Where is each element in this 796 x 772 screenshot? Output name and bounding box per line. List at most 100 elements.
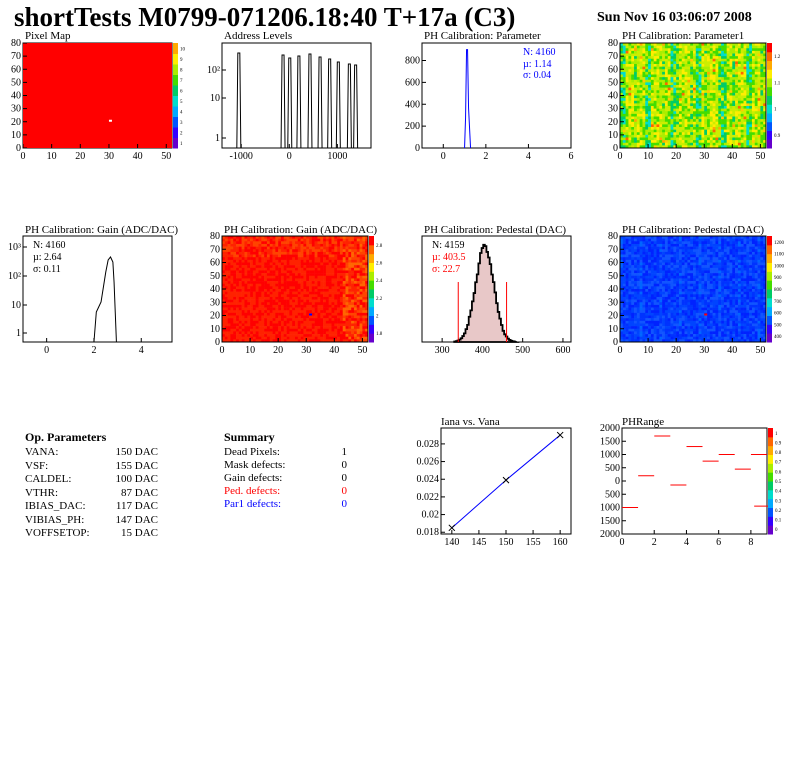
heatmap-cell <box>650 134 654 138</box>
heatmap-cell <box>317 241 321 245</box>
heatmap-cell <box>331 299 335 303</box>
heatmap-cell <box>620 79 624 83</box>
x-tick-label: 10 <box>245 345 255 356</box>
heatmap-cell <box>634 259 638 263</box>
heatmap-cell <box>283 315 287 319</box>
heatmap-cell <box>227 249 231 253</box>
heatmap-cell <box>269 275 273 279</box>
heatmap-cell <box>625 64 629 67</box>
heatmap-cell <box>645 257 649 261</box>
heatmap-cell <box>676 45 680 49</box>
heatmap-cell <box>645 270 649 274</box>
heatmap-cell <box>659 275 663 279</box>
heatmap-cell <box>642 71 646 75</box>
heatmap-cell <box>659 294 663 298</box>
heatmap-cell <box>639 289 643 292</box>
heatmap-cell <box>622 270 626 274</box>
heatmap-cell <box>331 243 335 247</box>
heatmap-cell <box>704 108 708 112</box>
heatmap-cell <box>365 286 369 290</box>
heatmap-cell <box>648 113 652 117</box>
heatmap-cell <box>264 267 268 271</box>
heatmap-cell <box>348 281 352 284</box>
heatmap-cell <box>306 291 310 295</box>
heatmap-cell <box>687 56 691 60</box>
y-tick-label: 0 <box>16 143 21 154</box>
heatmap-cell <box>252 307 256 311</box>
heatmap-cell <box>636 137 640 141</box>
heatmap-cell <box>754 82 758 86</box>
heatmap-cell <box>286 315 290 319</box>
heatmap-cell <box>278 289 282 292</box>
heatmap-cell <box>222 273 226 277</box>
heatmap-cell <box>292 328 296 332</box>
heatmap-cell <box>639 236 643 239</box>
heatmap-cell <box>639 315 643 319</box>
heatmap-cell <box>701 129 705 133</box>
heatmap-cell <box>230 273 234 277</box>
heatmap-cell <box>670 50 674 54</box>
heatmap-cell <box>303 299 307 303</box>
heatmap-cell <box>754 95 758 99</box>
heatmap-cell <box>681 137 685 141</box>
heatmap-cell <box>650 320 654 324</box>
heatmap-cell <box>264 339 268 343</box>
heatmap-cell <box>732 134 736 138</box>
x-tick-label: 300 <box>435 345 450 356</box>
heatmap-cell <box>715 140 719 144</box>
heatmap-cell <box>636 246 640 250</box>
heatmap-cell <box>328 326 332 330</box>
heatmap-cell <box>653 251 657 255</box>
heatmap-cell <box>266 339 271 343</box>
heatmap-cell <box>275 262 279 266</box>
heatmap-cell <box>642 98 646 102</box>
heatmap-cell <box>224 323 228 327</box>
heatmap-cell <box>678 77 683 81</box>
heatmap-cell <box>230 259 234 263</box>
heatmap-cell <box>743 116 747 120</box>
heatmap-cell <box>687 77 691 81</box>
heatmap-cell <box>718 98 722 102</box>
heatmap-cell <box>250 289 254 292</box>
heatmap-cell <box>247 273 251 277</box>
heatmap-cell <box>693 121 697 125</box>
heatmap-cell <box>634 257 638 261</box>
heatmap-cell <box>690 82 694 86</box>
heatmap-cell <box>328 257 332 261</box>
heatmap-cell <box>258 249 262 253</box>
heatmap-cell <box>314 257 318 261</box>
plot-title: PH Calibration: Gain (ADC/DAC) <box>224 224 377 236</box>
heatmap-cell <box>622 304 626 308</box>
heatmap-cell <box>645 92 649 96</box>
heatmap-cell <box>325 270 329 274</box>
heatmap-cell <box>690 132 694 136</box>
heatmap-cell <box>625 281 629 284</box>
heatmap-cell <box>238 334 242 337</box>
heatmap-cell <box>348 275 352 279</box>
heatmap-cell <box>359 278 363 282</box>
heatmap-cell <box>328 289 332 292</box>
heatmap-cell <box>698 50 702 54</box>
heatmap-cell <box>648 289 652 292</box>
heatmap-cell <box>664 140 669 144</box>
heatmap-cell <box>634 82 638 86</box>
heatmap-cell <box>639 100 643 104</box>
heatmap-cell <box>297 254 301 258</box>
heatmap-cell <box>636 334 640 337</box>
heatmap-cell <box>331 307 335 311</box>
heatmap-cell <box>704 71 708 75</box>
heatmap-cell <box>723 64 727 67</box>
heatmap-cell <box>690 103 694 107</box>
heatmap-cell <box>266 302 271 306</box>
heatmap-cell <box>300 302 304 306</box>
heatmap-cell <box>659 119 663 123</box>
heatmap-cell <box>241 236 245 239</box>
heatmap-cell <box>359 265 363 269</box>
heatmap-cell <box>230 331 234 335</box>
heatmap-cell <box>707 103 711 107</box>
heatmap-cell <box>317 259 321 263</box>
heatmap-cell <box>222 307 226 311</box>
heatmap-cell <box>718 71 722 75</box>
heatmap-cell <box>334 283 338 287</box>
heatmap-cell <box>642 132 646 136</box>
